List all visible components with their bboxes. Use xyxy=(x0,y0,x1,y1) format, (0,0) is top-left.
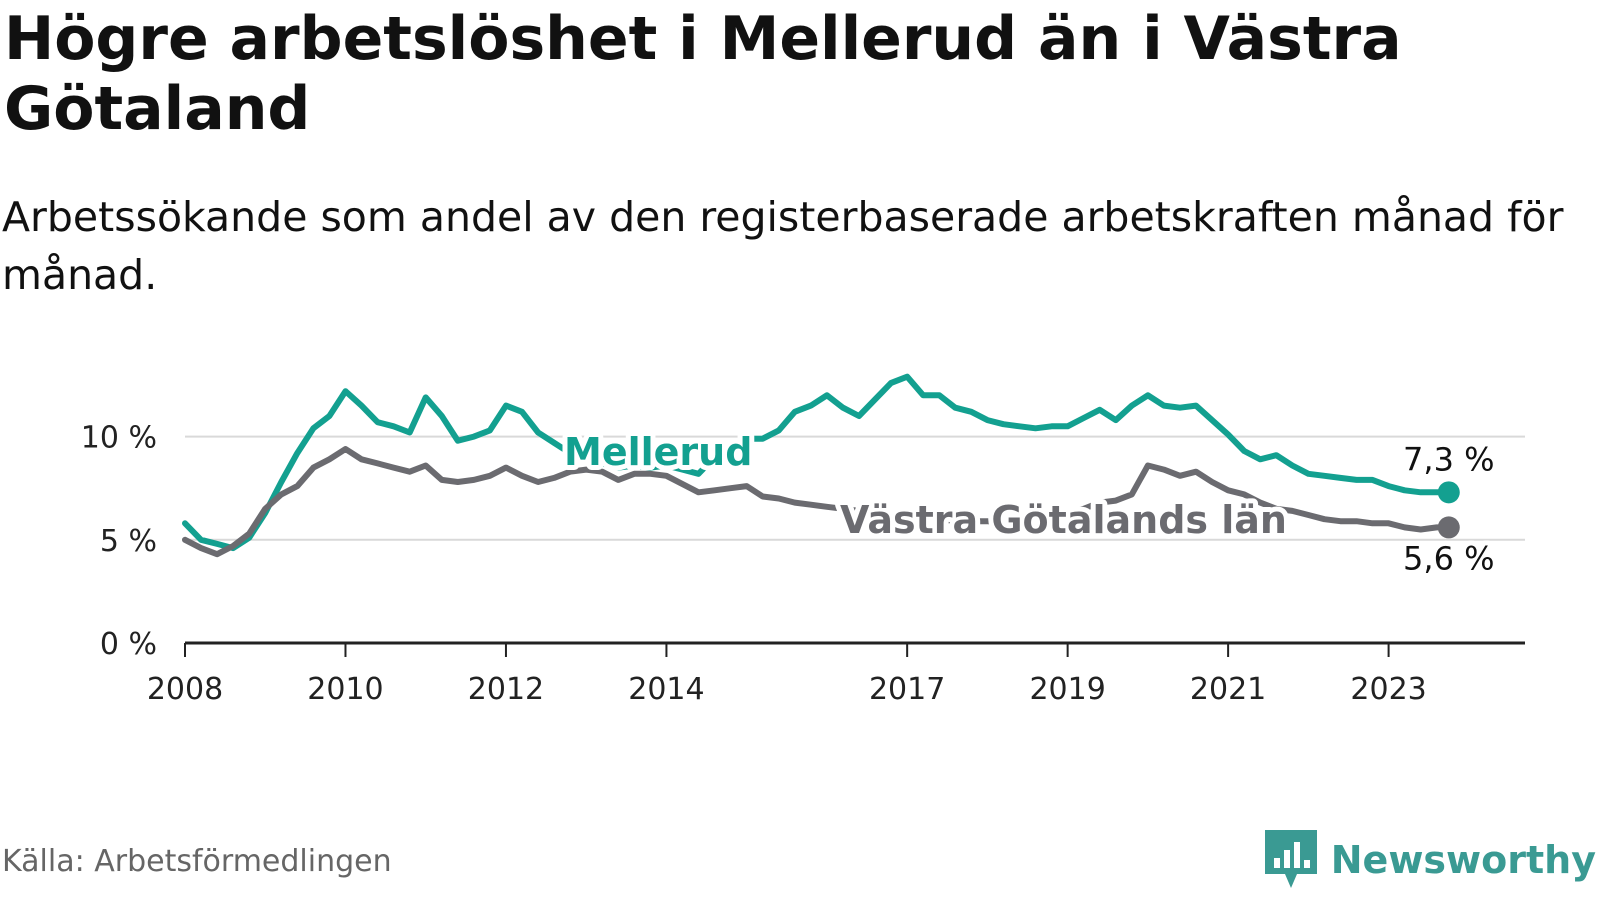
series-label-vgl: Västra Götalands län xyxy=(840,498,1287,542)
series-label-mellerud: Mellerud xyxy=(564,430,752,474)
x-tick-label: 2012 xyxy=(468,672,544,707)
y-tick-label: 10 % xyxy=(81,421,157,456)
source-note: Källa: Arbetsförmedlingen xyxy=(2,844,392,879)
brand-logo: Newsworthy xyxy=(1264,830,1596,890)
end-point-mellerud xyxy=(1437,481,1460,504)
brand-name: Newsworthy xyxy=(1330,838,1596,882)
chart-title: Högre arbetslöshet i Mellerud än i Västr… xyxy=(4,4,1402,144)
chart-subtitle: Arbetssökande som andel av den registerb… xyxy=(2,193,1564,299)
end-value-label-vgl: 5,6 % xyxy=(1403,539,1494,577)
y-tick-label: 0 % xyxy=(100,627,157,662)
x-tick-label: 2010 xyxy=(307,672,383,707)
series-line-mellerud xyxy=(182,373,1452,552)
x-tick-label: 2008 xyxy=(147,672,223,707)
newsworthy-logo-icon xyxy=(1264,830,1317,888)
series-line-vgl xyxy=(182,446,1452,558)
end-value-label-mellerud: 7,3 % xyxy=(1403,440,1494,478)
x-tick-label: 2023 xyxy=(1350,672,1426,707)
x-tick-label: 2014 xyxy=(628,672,704,707)
y-tick-label: 5 % xyxy=(100,524,157,559)
x-tick-label: 2017 xyxy=(869,672,945,707)
end-point-vgl xyxy=(1437,516,1460,539)
x-tick-label: 2021 xyxy=(1190,672,1266,707)
x-tick-label: 2019 xyxy=(1029,672,1105,707)
